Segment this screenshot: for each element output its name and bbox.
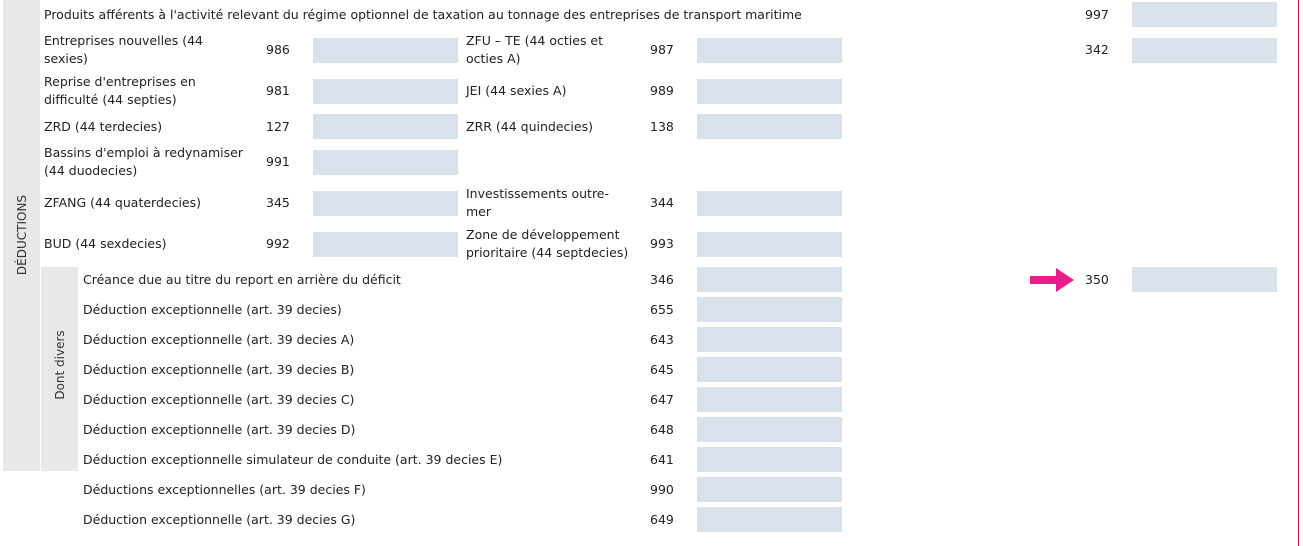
row-987-code: 987: [650, 42, 674, 57]
field-342[interactable]: [1132, 38, 1277, 63]
row-991-label: Bassins d'emploi à redynamiser (44 duode…: [44, 145, 243, 178]
field-647[interactable]: [697, 387, 842, 412]
field-992[interactable]: [313, 232, 458, 257]
row-655-code: 655: [650, 302, 674, 317]
row-993-code: 993: [650, 236, 674, 251]
row-344-code: 344: [650, 195, 674, 210]
row-342-code: 342: [1085, 42, 1109, 57]
row-992-code: 992: [266, 236, 290, 251]
row-345-label: ZFANG (44 quaterdecies): [44, 195, 202, 210]
field-986[interactable]: [313, 38, 458, 63]
divers-section-bar: [41, 267, 78, 471]
row-645-label: Déduction exceptionnelle (art. 39 decies…: [83, 362, 355, 377]
field-345[interactable]: [313, 191, 458, 216]
row-350-code: 350: [1085, 272, 1109, 287]
row-997-code: 997: [1085, 7, 1109, 22]
row-345-code: 345: [266, 195, 290, 210]
row-647-code: 647: [650, 392, 674, 407]
field-649[interactable]: [697, 507, 842, 532]
row-641-label: Déduction exceptionnelle simulateur de c…: [83, 452, 503, 467]
deductions-section-bar: [3, 0, 40, 471]
row-648-code: 648: [650, 422, 674, 437]
field-990[interactable]: [697, 477, 842, 502]
row-986-label: Entreprises nouvelles (44 sexies): [44, 33, 203, 66]
field-981[interactable]: [313, 79, 458, 104]
row-138-label: ZRR (44 quindecies): [466, 119, 593, 134]
field-648[interactable]: [697, 417, 842, 442]
field-989[interactable]: [697, 79, 842, 104]
row-997-label: Produits afférents à l'activité relevant…: [44, 7, 802, 22]
row-989-label: JEI (44 sexies A): [466, 83, 567, 98]
field-655[interactable]: [697, 297, 842, 322]
row-992-label: BUD (44 sexdecies): [44, 236, 167, 251]
field-127[interactable]: [313, 114, 458, 139]
field-987[interactable]: [697, 38, 842, 63]
row-643-label: Déduction exceptionnelle (art. 39 decies…: [83, 332, 355, 347]
row-987-label: ZFU – TE (44 octies et octies A): [466, 33, 604, 66]
row-990-label: Déductions exceptionnelles (art. 39 deci…: [83, 482, 366, 497]
row-138-code: 138: [650, 119, 674, 134]
row-641-code: 641: [650, 452, 674, 467]
row-346-label: Créance due au titre du report en arrièr…: [83, 272, 401, 287]
row-127-label: ZRD (44 terdecies): [44, 119, 163, 134]
row-647-label: Déduction exceptionnelle (art. 39 decies…: [83, 392, 355, 407]
right-border: [1298, 0, 1299, 546]
field-641[interactable]: [697, 447, 842, 472]
row-993-label: Zone de développement prioritaire (44 se…: [466, 227, 629, 260]
row-643-code: 643: [650, 332, 674, 347]
deductions-section-label: DÉDUCTIONS: [15, 194, 29, 276]
row-346-code: 346: [650, 272, 674, 287]
row-981-code: 981: [266, 83, 290, 98]
row-645-code: 645: [650, 362, 674, 377]
field-138[interactable]: [697, 114, 842, 139]
row-649-label: Déduction exceptionnelle (art. 39 decies…: [83, 512, 356, 527]
row-981-label: Reprise d'entreprises en difficulté (44 …: [44, 74, 196, 107]
field-645[interactable]: [697, 357, 842, 382]
row-990-code: 990: [650, 482, 674, 497]
row-655-label: Déduction exceptionnelle (art. 39 decies…: [83, 302, 342, 317]
row-986-code: 986: [266, 42, 290, 57]
divers-section-label: Dont divers: [53, 330, 67, 400]
field-344[interactable]: [697, 191, 842, 216]
row-989-code: 989: [650, 83, 674, 98]
field-993[interactable]: [697, 232, 842, 257]
field-991[interactable]: [313, 150, 458, 175]
row-344-label: Investissements outre-mer: [466, 186, 610, 219]
row-648-label: Déduction exceptionnelle (art. 39 decies…: [83, 422, 356, 437]
field-643[interactable]: [697, 327, 842, 352]
row-649-code: 649: [650, 512, 674, 527]
row-127-code: 127: [266, 119, 290, 134]
right-arrow-icon: [1030, 268, 1074, 292]
field-346[interactable]: [697, 267, 842, 292]
row-991-code: 991: [266, 154, 290, 169]
field-350[interactable]: [1132, 267, 1277, 292]
field-997[interactable]: [1132, 2, 1277, 27]
